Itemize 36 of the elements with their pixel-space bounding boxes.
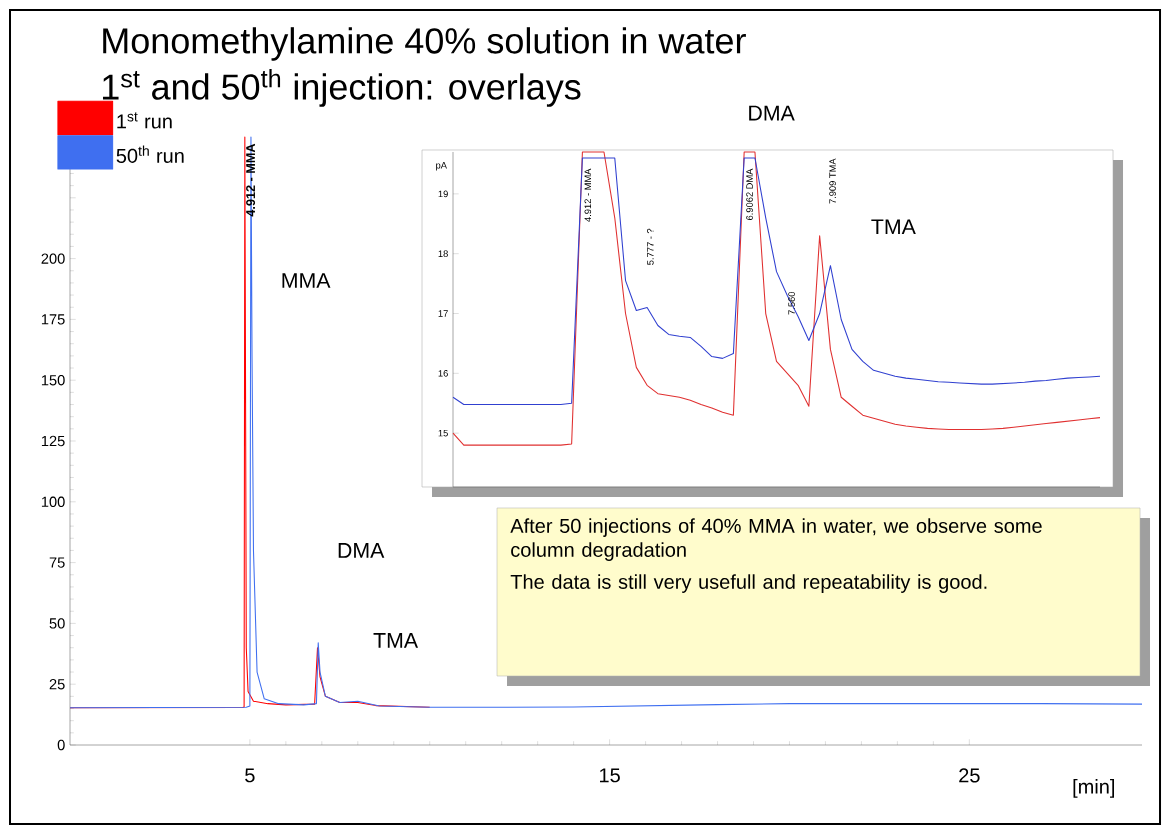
y-tick-label: 50 bbox=[49, 618, 65, 629]
legend-label: 50$^{th}$ run bbox=[116, 145, 184, 163]
chart-title: Monomethylamine 40% solution in water bbox=[103, 27, 746, 61]
y-tick-label: 25 bbox=[49, 679, 65, 690]
y-tick-label: 175 bbox=[41, 314, 65, 325]
x-tick-label: 25 bbox=[959, 768, 980, 783]
annotation: TMA bbox=[871, 219, 916, 235]
x-axis-title: [min] bbox=[1073, 779, 1115, 798]
y-tick-label: 75 bbox=[49, 557, 65, 568]
y-tick-label: 19 bbox=[438, 190, 448, 198]
annotation: 5.777 - ? bbox=[647, 228, 654, 265]
x-tick-label: 5 bbox=[245, 768, 255, 783]
annotation: 4.912 - MMA bbox=[584, 168, 592, 222]
y-tick-label: 15 bbox=[438, 429, 448, 437]
y-tick-label: 16 bbox=[438, 370, 448, 377]
annotation: The data is still very usefull and repeatability is good. bbox=[510, 574, 987, 593]
annotation: After 50 injections of 40% MMA in water, we observe some column degradation bbox=[510, 518, 1042, 561]
y-axis-title: pA bbox=[436, 162, 447, 171]
annotation: DMA bbox=[338, 543, 385, 558]
y-tick-label: 18 bbox=[438, 250, 448, 257]
annotation: 4.912 - MMA bbox=[246, 143, 256, 217]
legend-label: 1$^{st}$ run bbox=[117, 112, 172, 129]
text: DMA bbox=[749, 105, 795, 121]
x-tick-label: 15 bbox=[600, 768, 620, 783]
y-tick-label: 100 bbox=[41, 496, 65, 507]
y-tick-label: 125 bbox=[41, 435, 65, 447]
annotation: 6.9062 DMA bbox=[746, 168, 753, 220]
y-tick-label: 150 bbox=[41, 375, 65, 386]
annotation: 7.909 TMA bbox=[829, 158, 836, 204]
annotation: TMA bbox=[373, 633, 419, 648]
y-tick-label: 17 bbox=[438, 310, 448, 317]
y-tick-label: 0 bbox=[57, 739, 65, 751]
annotation: 7.560 bbox=[788, 291, 795, 315]
chart-subtitle: 1$^{st}$ and 50$^{th}$ injection: overlays bbox=[103, 69, 581, 107]
annotation: MMA bbox=[282, 273, 331, 288]
y-tick-label: 200 bbox=[41, 253, 65, 264]
